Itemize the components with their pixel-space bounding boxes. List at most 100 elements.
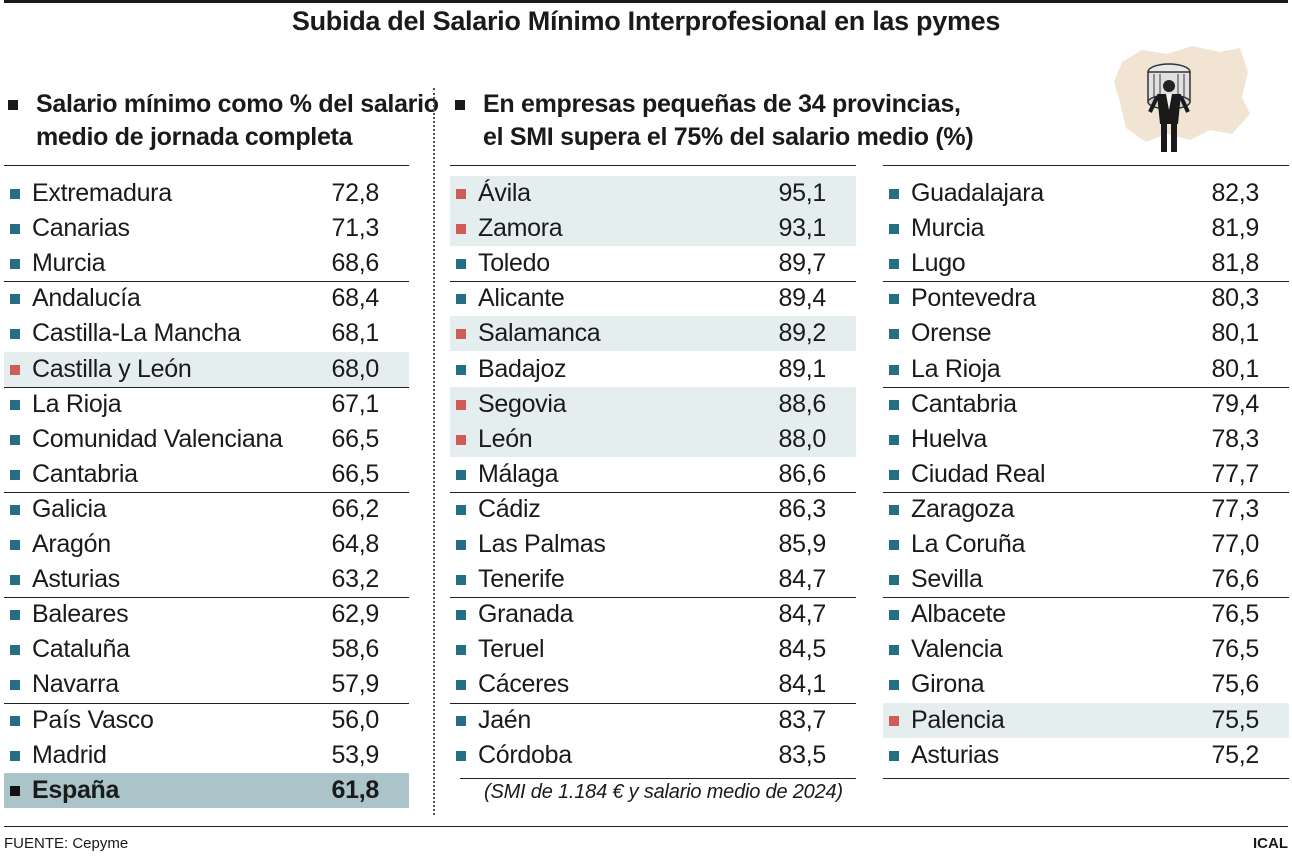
row-value: 75,5 [1211, 705, 1260, 734]
row-value: 77,3 [1211, 494, 1260, 523]
row-label: Girona [911, 670, 985, 699]
row-value: 66,5 [331, 424, 380, 453]
row-label: León [478, 424, 533, 453]
table-row: Cantabria 66,5 [4, 457, 409, 492]
table-row: Córdoba 83,5 [450, 738, 856, 773]
row-value: 84,1 [778, 670, 827, 699]
row-label: Cádiz [478, 494, 541, 523]
row-marker-square-icon [889, 259, 899, 270]
table-row: Baleares 62,9 [4, 597, 409, 632]
table-row: Salamanca 89,2 [450, 316, 856, 352]
row-group-divider [450, 702, 856, 704]
row-value: 93,1 [778, 214, 827, 243]
table-row: Pontevedra 80,3 [883, 281, 1289, 316]
table-row: La Rioja 80,1 [883, 352, 1289, 387]
table-row: Castilla y León 68,0 [4, 351, 409, 387]
row-value: 64,8 [331, 530, 380, 558]
row-label: Madrid [32, 740, 107, 769]
row-value: 86,6 [778, 459, 827, 488]
row-group-divider [4, 597, 409, 599]
row-label: Andalucía [32, 284, 141, 313]
source-credit: FUENTE: Cepyme [4, 835, 129, 852]
row-marker-square-icon [889, 540, 899, 550]
row-value: 85,9 [778, 530, 827, 558]
table-row: Cádiz 86,3 [450, 492, 856, 527]
heading-bullet-icon [8, 100, 18, 110]
row-label: Asturias [32, 565, 120, 594]
row-value: 76,5 [1211, 635, 1260, 664]
table-row: Jaén 83,7 [450, 703, 856, 738]
row-label: Albacete [911, 600, 1006, 629]
right-heading-line2: el SMI supera el 75% del salario medio (… [483, 123, 974, 151]
row-label: La Coruña [911, 530, 1026, 558]
row-marker-square-icon [10, 399, 20, 410]
table-row: Albacete 76,5 [883, 597, 1289, 632]
row-value: 81,9 [1211, 214, 1260, 243]
row-label: Granada [478, 600, 574, 629]
table-row: La Coruña 77,0 [883, 527, 1289, 562]
row-label: Cataluña [32, 635, 130, 664]
table-row: Murcia 68,6 [4, 246, 409, 281]
row-marker-square-icon [10, 294, 20, 305]
row-marker-square-icon [10, 224, 20, 235]
row-marker-square-icon [10, 329, 20, 340]
row-label: Málaga [478, 459, 559, 488]
row-label: País Vasco [32, 705, 154, 734]
table-row: Comunidad Valenciana 66,5 [4, 422, 409, 457]
row-marker-square-icon [10, 434, 20, 445]
row-marker-square-icon [456, 469, 466, 480]
row-marker-square-icon [456, 610, 466, 621]
row-value: 68,4 [331, 284, 380, 313]
row-value: 72,8 [331, 179, 380, 207]
row-marker-square-icon [889, 189, 899, 199]
row-marker-square-icon [889, 715, 899, 726]
row-value: 66,2 [331, 494, 380, 523]
row-label: Cantabria [911, 389, 1017, 418]
left-heading-line2: medio de jornada completa [36, 123, 353, 151]
row-value: 76,5 [1211, 600, 1260, 629]
row-value: 71,3 [331, 214, 380, 243]
row-marker-square-icon [10, 645, 20, 656]
table-row: Andalucía 68,4 [4, 281, 409, 316]
table-row: Madrid 53,9 [4, 738, 409, 773]
row-value: 95,1 [778, 179, 827, 207]
row-marker-square-icon [456, 575, 466, 586]
row-marker-square-icon [10, 785, 20, 796]
row-value: 78,3 [1211, 424, 1260, 453]
row-label: Zaragoza [911, 494, 1015, 523]
row-group-divider [4, 281, 409, 283]
row-marker-square-icon [456, 750, 466, 761]
row-group-divider [883, 597, 1289, 599]
column-divider [433, 88, 435, 815]
row-label: Canarias [32, 214, 130, 243]
row-group-divider [450, 491, 856, 493]
row-label: Jaén [478, 705, 532, 734]
table-row: León 88,0 [450, 421, 856, 457]
table-row: Girona 75,6 [883, 667, 1289, 702]
row-marker-square-icon [10, 469, 20, 480]
table-row: Segovia 88,6 [450, 386, 856, 422]
row-label: Tenerife [478, 565, 565, 594]
row-marker-square-icon [456, 259, 466, 270]
left-heading-line1: Salario mínimo como % del salario [36, 90, 439, 118]
table-row: Ávila 95,1 [450, 176, 856, 211]
table-row: Alicante 89,4 [450, 281, 856, 316]
row-marker-square-icon [456, 680, 466, 691]
right-heading-line1: En empresas pequeñas de 34 provincias, [483, 90, 961, 118]
row-marker-square-icon [456, 504, 466, 515]
row-group-divider [883, 281, 1289, 283]
heading-bullet-icon [455, 100, 465, 110]
row-value: 58,6 [331, 635, 380, 664]
row-marker-square-icon [10, 575, 20, 586]
row-group-divider [883, 491, 1289, 493]
row-value: 62,9 [331, 600, 380, 629]
row-marker-square-icon [456, 434, 466, 445]
row-group-divider [450, 597, 856, 599]
row-label: Navarra [32, 670, 119, 699]
footer-rule [4, 826, 1288, 827]
row-marker-square-icon [10, 680, 20, 691]
row-marker-square-icon [456, 399, 466, 410]
row-label: Teruel [478, 635, 545, 664]
row-value: 81,8 [1211, 249, 1260, 278]
row-label: Palencia [911, 705, 1005, 734]
